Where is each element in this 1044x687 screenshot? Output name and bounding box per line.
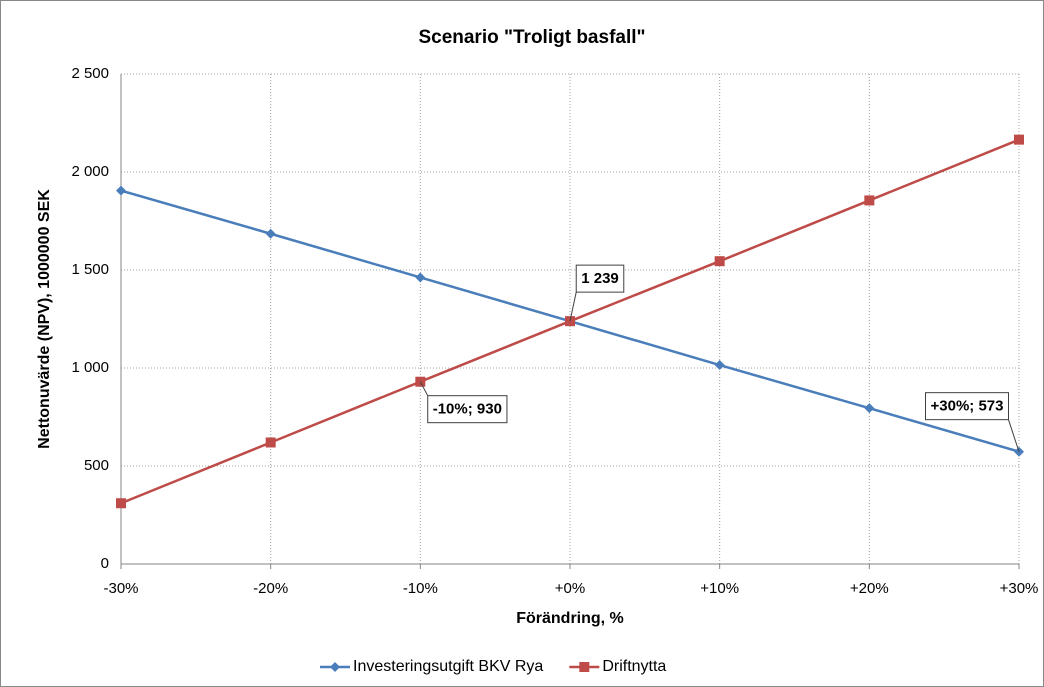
marker — [864, 403, 875, 414]
marker — [116, 185, 126, 196]
data-label-box — [925, 392, 1009, 421]
marker — [116, 498, 126, 509]
marker — [265, 228, 276, 239]
data-label: -10%; 930 — [433, 401, 502, 418]
x-tick-label: +30% — [1000, 580, 1039, 597]
y-axis-label: Nettonuvärde (NPV), 1000000 SEK — [36, 189, 53, 449]
x-axis-label: Förändring, % — [516, 610, 624, 627]
marker — [864, 195, 875, 206]
y-tick-label: 2 000 — [71, 163, 109, 180]
marker — [415, 272, 426, 283]
x-tick-label: -10% — [403, 580, 438, 597]
marker — [330, 662, 340, 672]
marker — [579, 662, 590, 672]
y-tick-label: 0 — [101, 555, 109, 572]
x-tick-label: +20% — [850, 580, 889, 597]
data-label-box — [427, 395, 508, 424]
legend-label: Investeringsutgift BKV Rya — [353, 658, 543, 675]
x-tick-label: -30% — [103, 580, 138, 597]
legend: Investeringsutgift BKV Rya Driftnytta — [320, 658, 666, 675]
chart-title: Scenario "Troligt basfall" — [418, 27, 645, 48]
y-tick-label: 1 500 — [71, 261, 109, 278]
marker — [265, 437, 276, 448]
data-label: +30%; 573 — [931, 398, 1004, 415]
marker — [714, 256, 725, 267]
x-tick-label: +0% — [555, 580, 585, 597]
data-label-leader — [419, 381, 429, 396]
y-tick-label: 1 000 — [71, 359, 109, 376]
y-tick-label: 500 — [84, 457, 109, 474]
marker — [714, 360, 725, 371]
x-tick-label: +10% — [700, 580, 739, 597]
legend-label: Driftnytta — [602, 658, 666, 675]
x-tick-label: -20% — [253, 580, 288, 597]
data-label: 1 239 — [581, 270, 619, 287]
data-label-leader — [1008, 419, 1020, 452]
data-label-leader — [569, 292, 577, 322]
y-tick-label: 2 500 — [71, 65, 109, 82]
marker — [1014, 134, 1024, 145]
data-label-box — [575, 264, 625, 293]
